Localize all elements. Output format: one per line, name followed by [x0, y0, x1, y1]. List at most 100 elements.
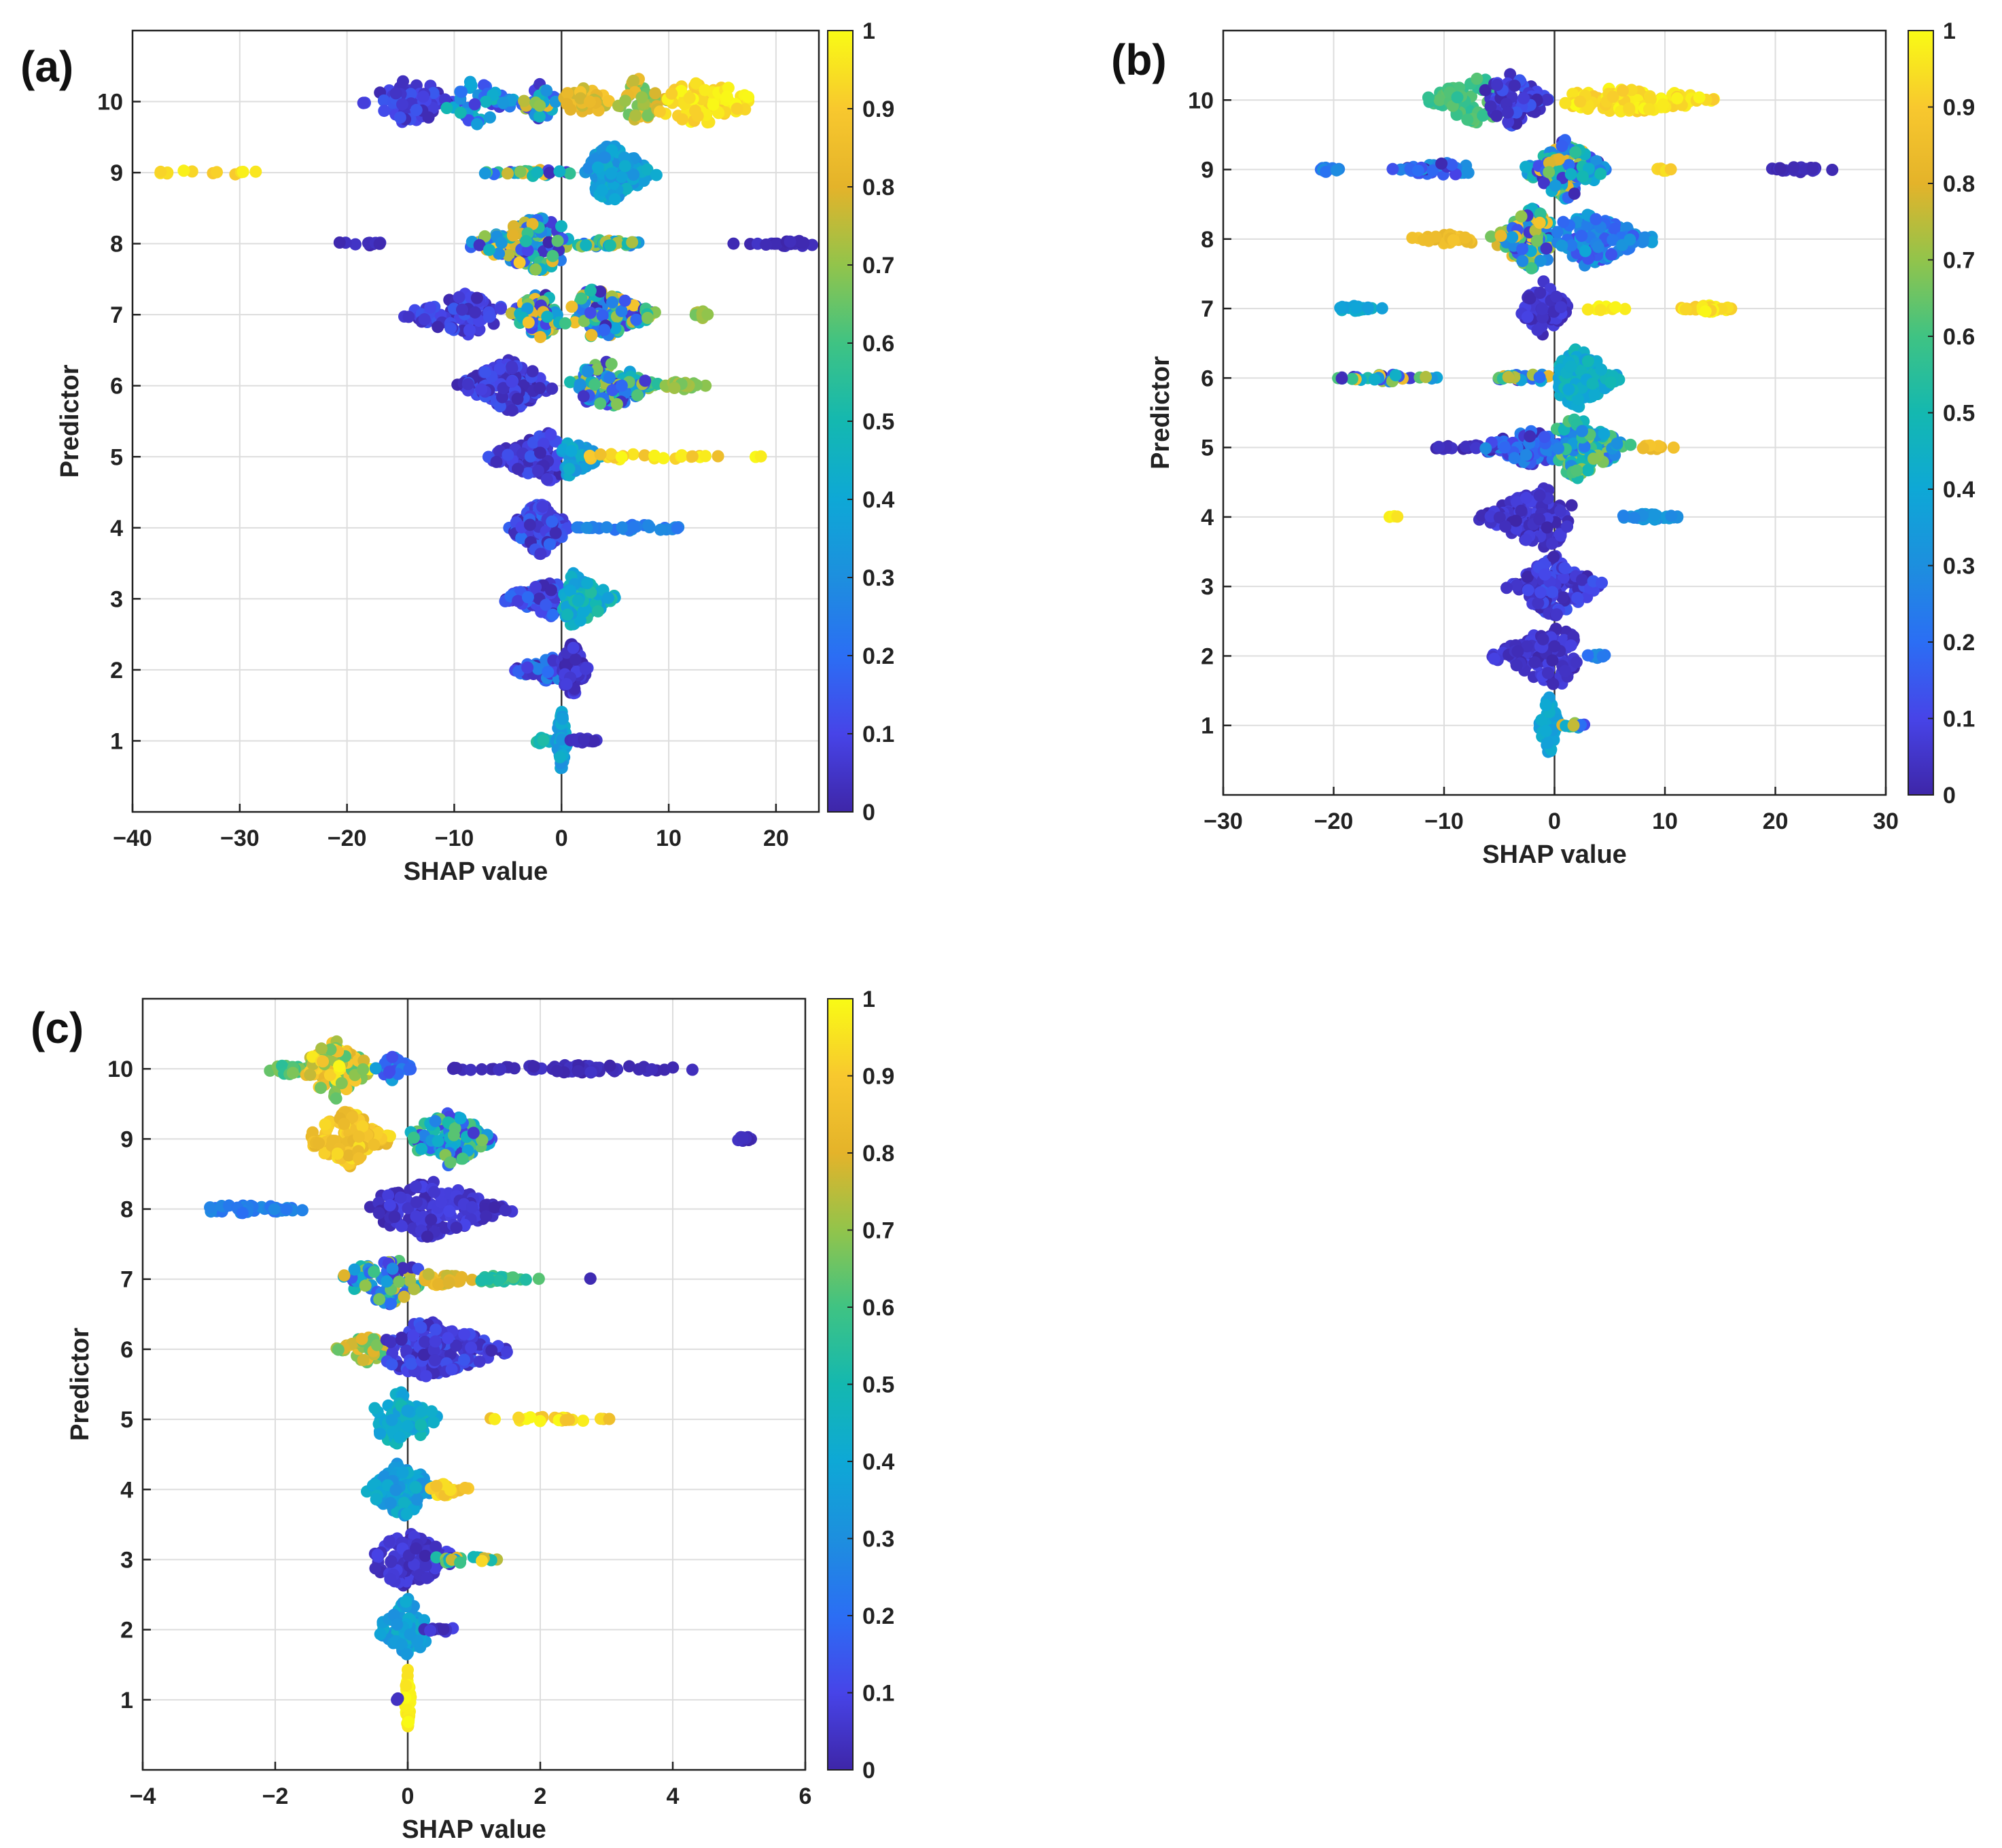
shap-point — [515, 531, 528, 544]
shap-point — [519, 1273, 532, 1286]
shap-point — [499, 1204, 512, 1217]
shap-point — [1334, 302, 1347, 315]
colorbar-tick-label: 1 — [1943, 18, 1956, 44]
shap-point — [1521, 310, 1534, 323]
shap-point — [1462, 166, 1475, 179]
shap-point — [1570, 656, 1583, 669]
shap-point — [1609, 301, 1622, 314]
shap-point — [280, 1203, 293, 1215]
shap-point — [540, 599, 552, 611]
shap-point — [482, 310, 495, 323]
shap-point — [338, 1118, 351, 1131]
shap-point — [641, 163, 654, 176]
shap-point — [432, 1278, 445, 1291]
shap-point — [534, 331, 547, 344]
shap-point — [603, 1059, 616, 1072]
shap-point — [1511, 579, 1523, 592]
shap-point — [544, 428, 557, 441]
shap-point — [627, 520, 640, 533]
colorbar-tick-label: 0.3 — [862, 565, 894, 591]
shap-point — [211, 166, 223, 179]
shap-point — [427, 86, 440, 99]
shap-point — [1510, 659, 1523, 672]
shap-point — [333, 1060, 345, 1073]
shap-point — [429, 1323, 442, 1336]
shap-point — [450, 1062, 463, 1074]
shap-point — [332, 1343, 345, 1356]
shap-point — [1375, 302, 1388, 315]
shap-point — [1596, 576, 1609, 589]
shap-point — [475, 383, 488, 396]
shap-point — [591, 605, 604, 618]
shap-point — [1528, 656, 1541, 669]
shap-point — [480, 1210, 493, 1223]
shap-point — [1547, 550, 1560, 563]
shap-point — [502, 249, 515, 262]
shap-point — [383, 1199, 396, 1211]
shap-point — [523, 518, 536, 531]
shap-point — [317, 1055, 330, 1068]
shap-point — [564, 103, 577, 116]
shap-point — [407, 1131, 420, 1144]
shap-point — [1605, 248, 1618, 261]
shap-point — [1320, 165, 1333, 178]
shap-point — [1564, 168, 1577, 181]
shap-point — [480, 95, 492, 108]
shap-point — [1515, 210, 1528, 223]
x-tick-label: −30 — [220, 825, 260, 851]
colorbar: 00.10.20.30.40.50.60.70.80.91 — [827, 18, 894, 825]
shap-point — [335, 1077, 348, 1090]
shap-point — [1679, 303, 1692, 316]
colorbar-tick-label: 0.9 — [862, 96, 894, 122]
shap-point — [373, 1293, 386, 1306]
y-tick-label: 9 — [110, 160, 123, 186]
shap-point — [1604, 376, 1617, 389]
shap-point — [442, 1276, 455, 1289]
shap-point — [1536, 302, 1549, 315]
colorbar-tick-label: 0.6 — [862, 331, 894, 357]
shap-point — [546, 608, 559, 621]
shap-point — [405, 1357, 418, 1370]
shap-point — [524, 450, 537, 463]
shap-point — [368, 1138, 381, 1151]
shap-point — [699, 450, 712, 463]
shap-point — [1361, 301, 1374, 314]
shap-point — [1566, 88, 1579, 101]
shap-point — [393, 1275, 406, 1288]
shap-point — [771, 237, 784, 250]
shap-point — [603, 239, 616, 252]
y-axis-label: Predictor — [1146, 356, 1175, 469]
shap-point — [649, 87, 662, 100]
shap-point — [1617, 84, 1629, 97]
y-tick-label: 7 — [1201, 296, 1214, 322]
shap-point — [1559, 96, 1572, 109]
shap-point — [563, 463, 576, 476]
shap-point — [1484, 100, 1497, 113]
shap-point — [1568, 188, 1581, 200]
shap-point — [315, 1042, 328, 1055]
shap-point — [1479, 84, 1492, 96]
shap-point — [493, 362, 506, 375]
shap-point — [396, 98, 408, 111]
shap-point — [1449, 168, 1462, 181]
shap-point — [458, 1328, 471, 1340]
shap-point — [384, 1336, 397, 1349]
shap-point — [600, 521, 613, 534]
shap-point — [584, 95, 596, 108]
shap-point — [1546, 654, 1559, 667]
colorbar-tick-label: 0.5 — [862, 409, 894, 435]
x-tick-label: −10 — [435, 825, 474, 851]
shap-point — [429, 1115, 442, 1128]
shap-point — [1508, 79, 1521, 92]
shap-point — [1648, 508, 1661, 521]
shap-point — [1541, 93, 1553, 106]
colorbar: 00.10.20.30.40.50.60.70.80.91 — [1908, 18, 1975, 808]
shap-point — [1592, 241, 1604, 253]
shap-point — [540, 84, 553, 97]
y-tick-label: 5 — [110, 444, 123, 470]
shap-point — [1350, 302, 1363, 314]
shap-point — [378, 105, 391, 118]
y-tick-label: 4 — [110, 516, 123, 541]
shap-point — [543, 538, 556, 551]
